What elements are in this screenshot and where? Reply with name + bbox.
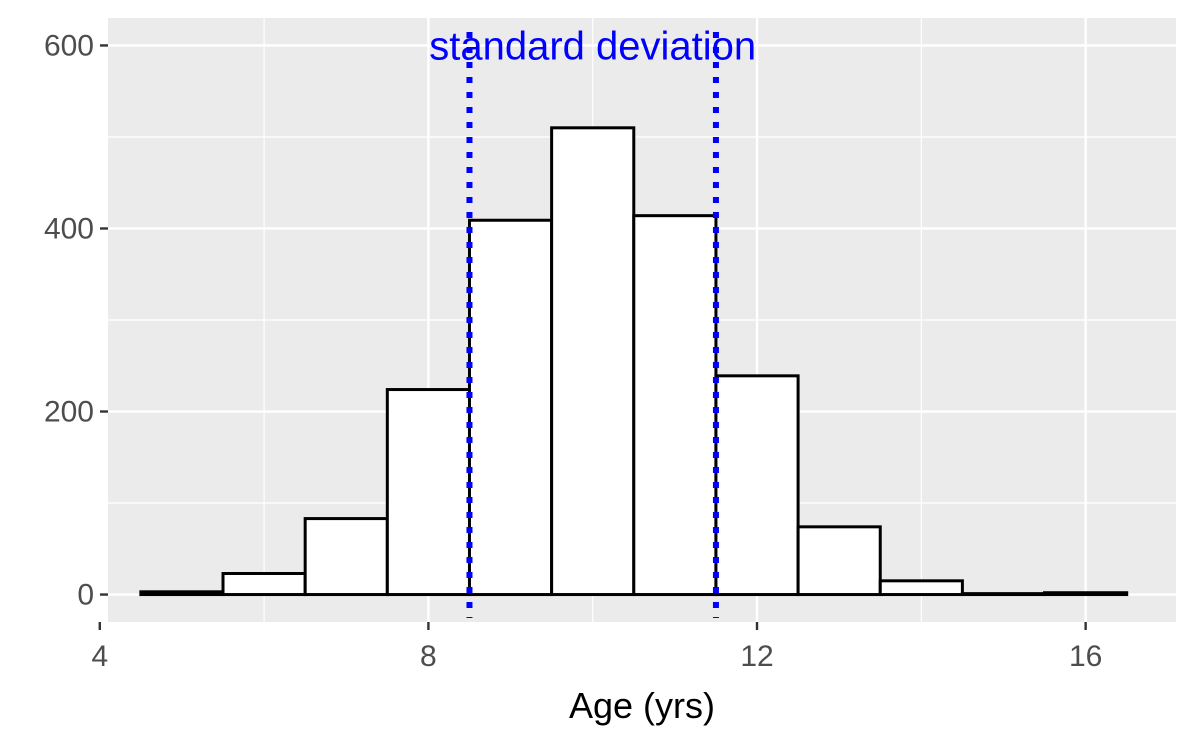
- histogram-bar: [796, 525, 882, 597]
- y-tick-label: 0: [77, 579, 94, 612]
- histogram-bar: [467, 218, 554, 597]
- histogram-bar: [385, 388, 471, 597]
- x-tick-label: 12: [740, 640, 773, 673]
- histogram-bar: [303, 517, 389, 597]
- histogram-bar: [221, 571, 307, 597]
- x-axis-title: Age (yrs): [569, 685, 715, 726]
- histogram-bar: [139, 590, 225, 597]
- y-tick-label: 600: [44, 29, 94, 62]
- histogram-bar: [960, 592, 1047, 597]
- x-axis: 4 8 12 16: [91, 622, 1102, 673]
- histogram-bar: [632, 214, 718, 597]
- histogram-bar: [550, 126, 636, 597]
- x-tick-label: 16: [1069, 640, 1102, 673]
- histogram-bar: [714, 374, 800, 597]
- x-tick-label: 8: [420, 640, 437, 673]
- histogram-bar: [1043, 591, 1129, 597]
- y-tick-label: 200: [44, 396, 94, 429]
- y-tick-label: 400: [44, 212, 94, 245]
- bars: [139, 126, 1129, 597]
- annotation-label: standard deviation: [429, 24, 756, 68]
- y-axis: 0 200 400 600: [44, 29, 108, 612]
- x-tick-label: 4: [91, 640, 108, 673]
- histogram-bar: [878, 579, 964, 597]
